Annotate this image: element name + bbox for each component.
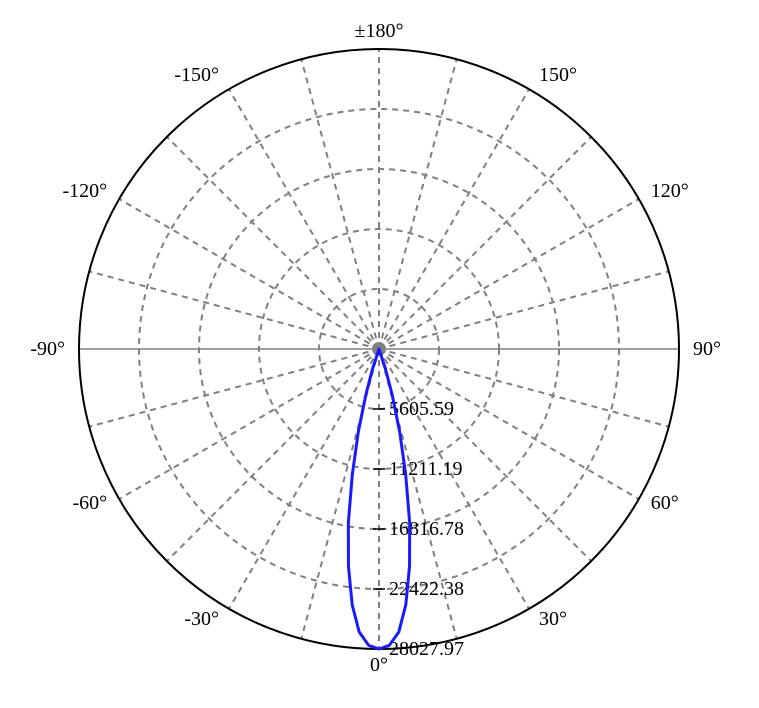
angle-spoke (379, 271, 669, 349)
angle-label: -90° (30, 338, 65, 360)
angle-label: -60° (73, 492, 108, 514)
radial-value-label: 22422.38 (389, 578, 464, 600)
angle-spoke (229, 89, 379, 349)
radial-value-label: 28027.97 (389, 638, 464, 660)
polar-chart: 5605.59 11211.19 16816.78 22422.38 28027.970… (0, 0, 759, 708)
radial-value-label: 16816.78 (389, 518, 464, 540)
angle-label: 150° (539, 64, 577, 86)
angle-spoke (379, 59, 457, 349)
angle-label: 30° (539, 608, 567, 630)
angle-spoke (379, 137, 591, 349)
angle-spoke (379, 89, 529, 349)
angle-label: -120° (63, 180, 108, 202)
angle-label: -30° (184, 608, 219, 630)
radial-value-label: 5605.59 (389, 398, 454, 420)
angle-label: 120° (651, 180, 689, 202)
angle-spoke (229, 349, 379, 609)
angle-spoke (379, 199, 639, 349)
angle-label: ±180° (355, 20, 404, 42)
angle-spoke (89, 349, 379, 427)
angle-spoke (119, 349, 379, 499)
angle-label: 0° (370, 654, 388, 676)
angle-label: 90° (693, 338, 721, 360)
angle-spoke (301, 59, 379, 349)
angle-spoke (89, 271, 379, 349)
angle-spoke (167, 137, 379, 349)
angle-label: 60° (651, 492, 679, 514)
angle-label: -150° (174, 64, 219, 86)
angle-spoke (119, 199, 379, 349)
radial-value-label: 11211.19 (389, 458, 463, 480)
